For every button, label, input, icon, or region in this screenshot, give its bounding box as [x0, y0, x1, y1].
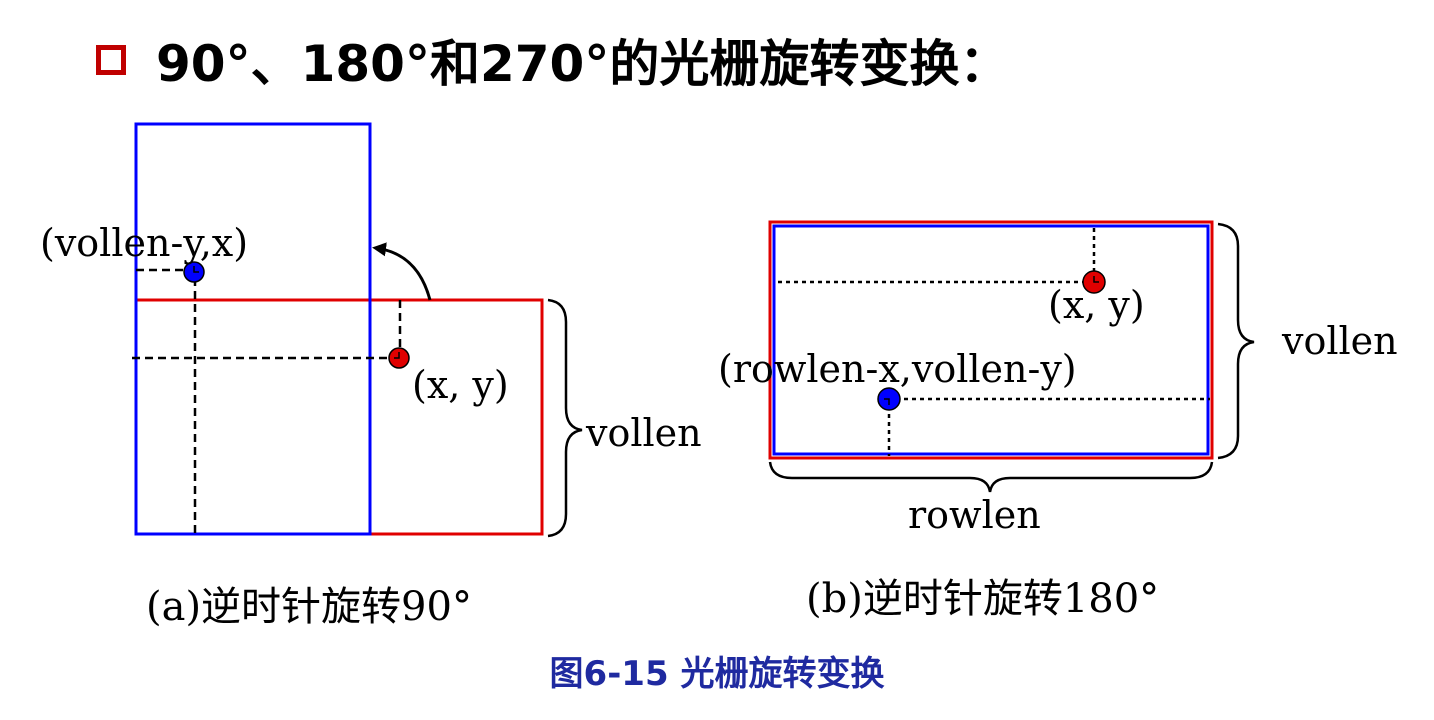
- rotated-raster-rect: [134, 122, 372, 536]
- curved-arrow-icon: [372, 242, 432, 301]
- label-point-a: (x, y): [412, 363, 509, 407]
- label-vollen-b: vollen: [1281, 319, 1398, 363]
- diagram-b: (x, y) (rowlen-x,vollen-y) vollen rowlen: [718, 220, 1398, 537]
- hollow-square-icon: [96, 45, 126, 75]
- original-raster-rect: [134, 298, 544, 536]
- label-rotated-point-b: (rowlen-x,vollen-y): [718, 347, 1077, 391]
- brace-vollen-b: [1217, 222, 1255, 460]
- point-marker-blue: [877, 387, 901, 411]
- label-vollen-a: vollen: [585, 411, 702, 455]
- slide-title: 90°、180°和270°的光栅旋转变换：: [96, 28, 1009, 93]
- brace-rowlen-b: [768, 461, 1214, 493]
- caption-a: (a)逆时针旋转90°: [146, 584, 472, 630]
- label-point-b: (x, y): [1048, 283, 1145, 327]
- label-rowlen-b: rowlen: [908, 493, 1041, 537]
- caption-b: (b)逆时针旋转180°: [806, 576, 1159, 622]
- figure-caption: 图6-15 光栅旋转变换: [549, 654, 885, 694]
- brace-vollen-a: [547, 298, 583, 538]
- original-raster-rect: [768, 220, 1214, 460]
- title-text: 90°、180°和270°的光栅旋转变换：: [156, 35, 1010, 93]
- diagram-a: (vollen-y,x) (x, y) vollen: [40, 122, 702, 538]
- point-marker-red: [388, 347, 410, 369]
- label-rotated-point-a: (vollen-y,x): [40, 221, 248, 265]
- point-marker-red: [1082, 270, 1106, 294]
- point-marker-blue: [183, 261, 205, 283]
- rotated-raster-rect: [772, 224, 1210, 456]
